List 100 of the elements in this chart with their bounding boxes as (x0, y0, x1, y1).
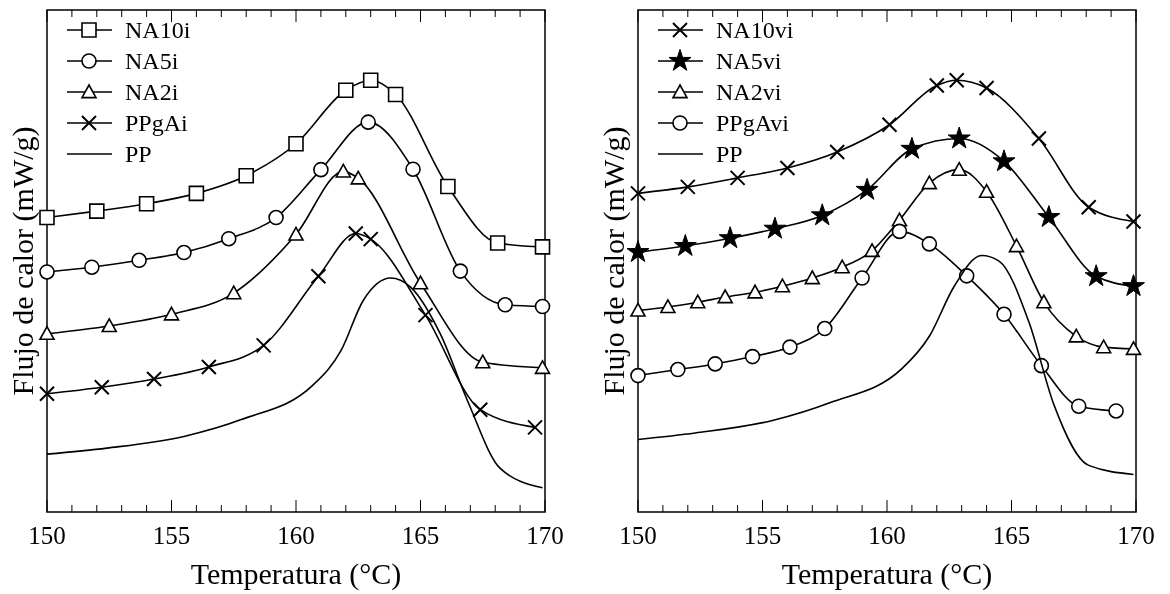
point (855, 177, 879, 200)
point (854, 270, 870, 286)
point (347, 225, 364, 242)
point (335, 163, 352, 178)
legend-label: NA2i (125, 79, 179, 105)
x-tick-label: 150 (619, 522, 657, 549)
x-tick-label: 165 (401, 522, 440, 549)
point (131, 252, 147, 269)
point (779, 159, 796, 176)
y-axis-title: Flujo de calor (mW/g) (597, 126, 631, 396)
point (881, 116, 898, 133)
point (921, 236, 938, 252)
point (1084, 264, 1108, 287)
point (774, 278, 791, 293)
point (268, 209, 284, 226)
x-tick-label: 160 (868, 522, 906, 549)
point (630, 185, 646, 202)
point (472, 401, 489, 418)
point (921, 175, 938, 190)
point (255, 337, 272, 354)
x-tick-label: 170 (1117, 522, 1155, 549)
legend-label: PPgAvi (716, 110, 790, 136)
point (534, 360, 551, 375)
point (1080, 199, 1097, 216)
point (387, 86, 404, 103)
point (891, 223, 908, 240)
point (200, 358, 217, 375)
point (138, 195, 155, 212)
point (310, 268, 327, 285)
point (440, 178, 456, 195)
legend-label: NA5i (125, 48, 179, 74)
point (718, 226, 742, 249)
point (39, 264, 55, 280)
point (534, 239, 551, 255)
point (630, 302, 646, 317)
legend-label: NA10vi (716, 17, 794, 43)
point (1125, 341, 1142, 356)
point (313, 161, 329, 178)
point (163, 306, 180, 321)
x-axis-title: Temperatura (°C) (781, 557, 993, 591)
point (630, 367, 646, 384)
point (1068, 328, 1085, 343)
point (689, 294, 706, 309)
point (1122, 274, 1145, 297)
legend-label: PP (125, 141, 152, 167)
point (744, 348, 761, 365)
legend-label: PPgAi (125, 110, 189, 136)
point (804, 270, 821, 285)
point (39, 325, 55, 341)
point (1125, 213, 1142, 230)
point (362, 231, 379, 248)
x-tick-label: 155 (152, 522, 191, 549)
x-axis-title: Temperatura (°C) (190, 557, 402, 591)
point (452, 263, 469, 279)
point (660, 299, 676, 314)
point (810, 203, 834, 226)
point (360, 114, 377, 130)
point (417, 307, 434, 324)
point (978, 80, 995, 97)
point (288, 135, 304, 152)
x-tick-label: 170 (526, 522, 564, 549)
point (1008, 238, 1025, 253)
point (93, 379, 110, 396)
point (679, 178, 696, 195)
x-tick-label: 165 (992, 522, 1031, 549)
point (717, 289, 733, 304)
point (1108, 403, 1124, 419)
point (626, 240, 650, 262)
x-tick-label: 155 (743, 522, 782, 549)
point (948, 72, 965, 89)
point (947, 126, 971, 149)
point (864, 243, 880, 258)
point (763, 216, 787, 239)
point (350, 170, 367, 185)
point (39, 209, 55, 226)
point (707, 356, 723, 372)
point (101, 318, 118, 333)
point (1037, 205, 1061, 227)
point (670, 361, 686, 378)
point (1036, 294, 1052, 309)
point (39, 385, 55, 402)
point (89, 203, 105, 219)
point (1095, 339, 1112, 354)
legend-label: PP (716, 141, 743, 167)
point (978, 183, 995, 199)
x-tick-label: 150 (28, 522, 66, 549)
point (220, 230, 237, 247)
point (84, 259, 100, 276)
point (747, 284, 763, 299)
point (288, 226, 304, 241)
point (900, 136, 924, 159)
point (225, 285, 242, 300)
point (405, 161, 421, 178)
point (527, 419, 544, 436)
point (816, 320, 833, 337)
point (729, 169, 746, 186)
point (992, 149, 1016, 172)
point (176, 244, 192, 261)
point (534, 298, 551, 315)
point (928, 77, 945, 94)
